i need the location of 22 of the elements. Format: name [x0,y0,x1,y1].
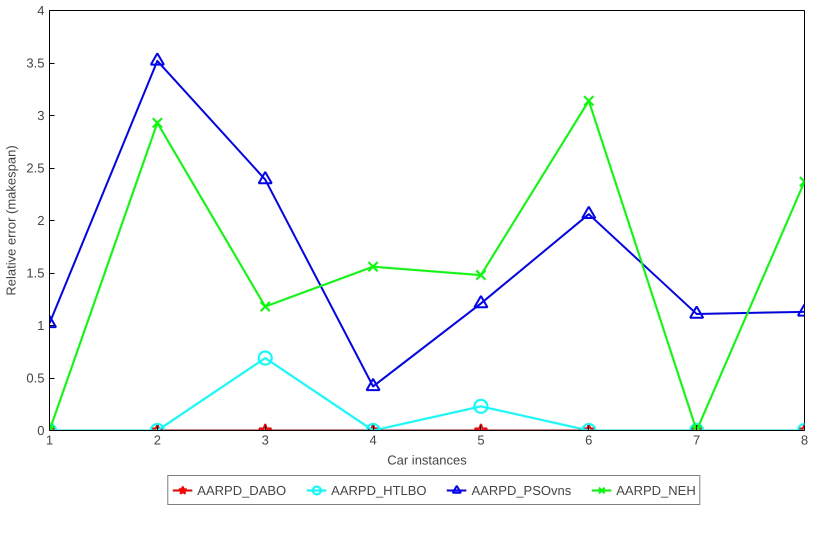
x-tick-label: 2 [154,432,161,448]
legend-label: AARPD_DABO [197,482,286,498]
y-tick-label: 0.5 [26,370,45,386]
y-tick-label: 3 [37,108,45,123]
y-axis-title: Relative error (makespan) [3,145,18,296]
y-tick-label: 0 [37,423,45,438]
y-tick-label: 2.5 [26,160,45,176]
x-tick-label: 7 [693,432,700,448]
x-tick-label: 4 [369,432,377,448]
y-tick-label: 1.5 [26,266,45,280]
x-axis-title: Car instances [387,452,468,468]
x-tick-label: 3 [262,432,269,448]
y-tick-label: 1 [37,318,45,333]
x-tick-label: 6 [585,432,592,448]
y-tick-label: 2 [37,213,45,228]
y-tick-label: 3.5 [26,56,45,70]
y-tick-label: 4 [37,3,45,18]
legend-label: AARPD_PSOvns [472,482,572,498]
legend-label: AARPD_HTLBO [331,482,427,498]
legend-label: AARPD_NEH [616,482,696,498]
x-tick-label: 5 [477,432,485,448]
x-tick-label: 8 [800,432,808,448]
